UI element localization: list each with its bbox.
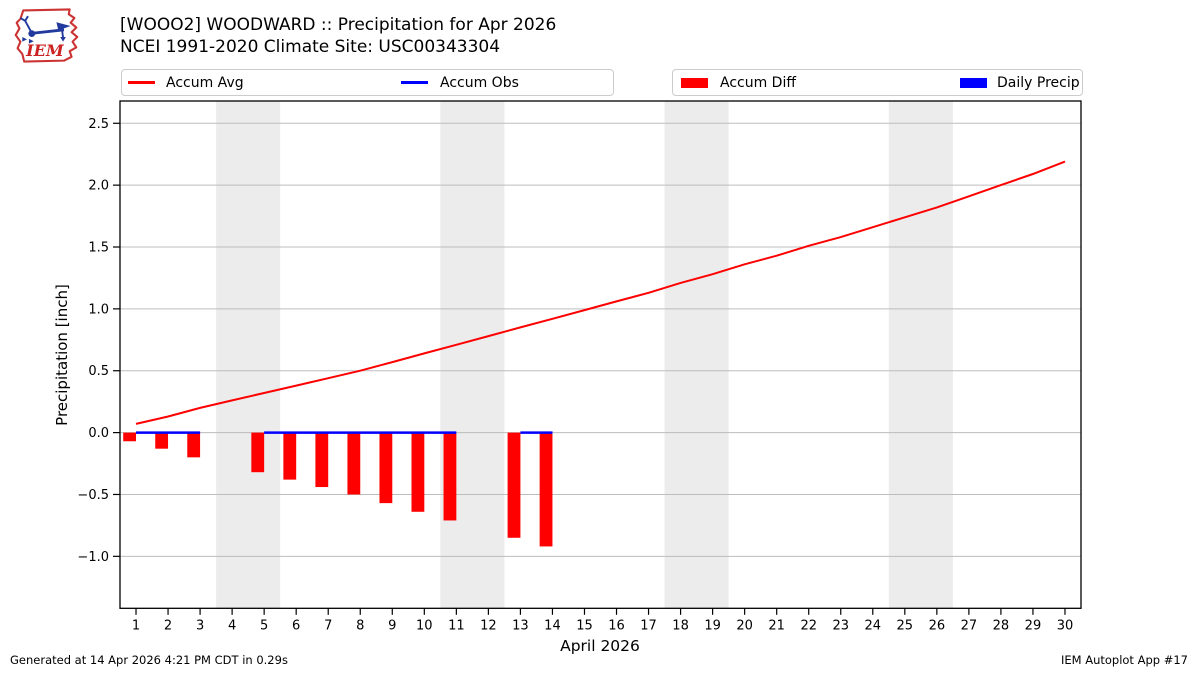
generated-timestamp: Generated at 14 Apr 2026 4:21 PM CDT in … [10,653,288,667]
legend-label-accum-obs: Accum Obs [440,74,519,91]
svg-text:18: 18 [672,618,689,633]
accum-diff-bar-swatch-icon [681,77,708,88]
iowa-outline [14,8,79,63]
legend-label-daily-precip: Daily Precip [997,74,1080,91]
svg-text:15: 15 [576,618,593,633]
svg-text:16: 16 [608,618,625,633]
x-axis-label: April 2026 [560,637,640,655]
svg-text:0.0: 0.0 [88,426,109,441]
svg-text:3: 3 [196,618,204,633]
legend-item-daily-precip: Daily Precip [960,70,1080,95]
legend-label-accum-diff: Accum Diff [720,74,797,91]
svg-text:20: 20 [736,618,753,633]
daily-precip-bar-swatch-icon [960,77,987,88]
svg-text:2: 2 [164,618,172,633]
svg-text:0.5: 0.5 [88,364,109,379]
legend-item-accum-avg: Accum Avg [128,70,244,95]
wind-vane-icon [19,15,71,44]
svg-text:8: 8 [356,618,364,633]
accum-avg-line-swatch-icon [128,81,155,84]
svg-text:21: 21 [768,618,785,633]
svg-text:28: 28 [993,618,1010,633]
svg-text:27: 27 [961,618,978,633]
y-axis-label: Precipitation [inch] [53,284,71,426]
svg-text:−0.5: −0.5 [77,488,109,503]
legend-item-accum-diff: Accum Diff [681,70,796,95]
svg-text:29: 29 [1025,618,1042,633]
app-credit: IEM Autoplot App #17 [1060,653,1188,667]
svg-text:12: 12 [480,618,497,633]
svg-text:14: 14 [544,618,561,633]
iem-logo-text: IEM [25,41,65,60]
svg-text:−1.0: −1.0 [77,550,109,565]
svg-text:25: 25 [897,618,914,633]
svg-text:1.0: 1.0 [88,302,109,317]
svg-text:1: 1 [132,618,140,633]
svg-text:5: 5 [260,618,268,633]
svg-text:9: 9 [388,618,396,633]
accum-obs-line-swatch-icon [401,81,428,84]
chart-subtitle: NCEI 1991-2020 Climate Site: USC00343304 [120,37,501,57]
svg-text:23: 23 [832,618,849,633]
svg-text:22: 22 [800,618,817,633]
svg-text:7: 7 [324,618,332,633]
svg-text:11: 11 [448,618,465,633]
svg-text:30: 30 [1057,618,1074,633]
svg-text:17: 17 [640,618,657,633]
svg-text:26: 26 [929,618,946,633]
legend-item-accum-obs: Accum Obs [401,70,519,95]
title-block: [WOOO2] WOODWARD :: Precipitation for Ap… [120,14,556,58]
svg-text:24: 24 [865,618,882,633]
svg-text:19: 19 [704,618,721,633]
iem-logo-icon: IEM [14,8,79,63]
svg-text:4: 4 [228,618,236,633]
svg-text:6: 6 [292,618,300,633]
legend-bars-box: Accum Diff Daily Precip [672,69,1083,96]
chart-title: [WOOO2] WOODWARD :: Precipitation for Ap… [120,15,557,35]
legend-label-accum-avg: Accum Avg [166,74,244,91]
svg-text:1.5: 1.5 [88,241,109,256]
svg-text:2.0: 2.0 [88,179,109,194]
svg-text:10: 10 [416,618,433,633]
legend-lines-box: Accum Avg Accum Obs [121,69,614,96]
svg-text:2.5: 2.5 [88,117,109,132]
svg-text:13: 13 [512,618,529,633]
